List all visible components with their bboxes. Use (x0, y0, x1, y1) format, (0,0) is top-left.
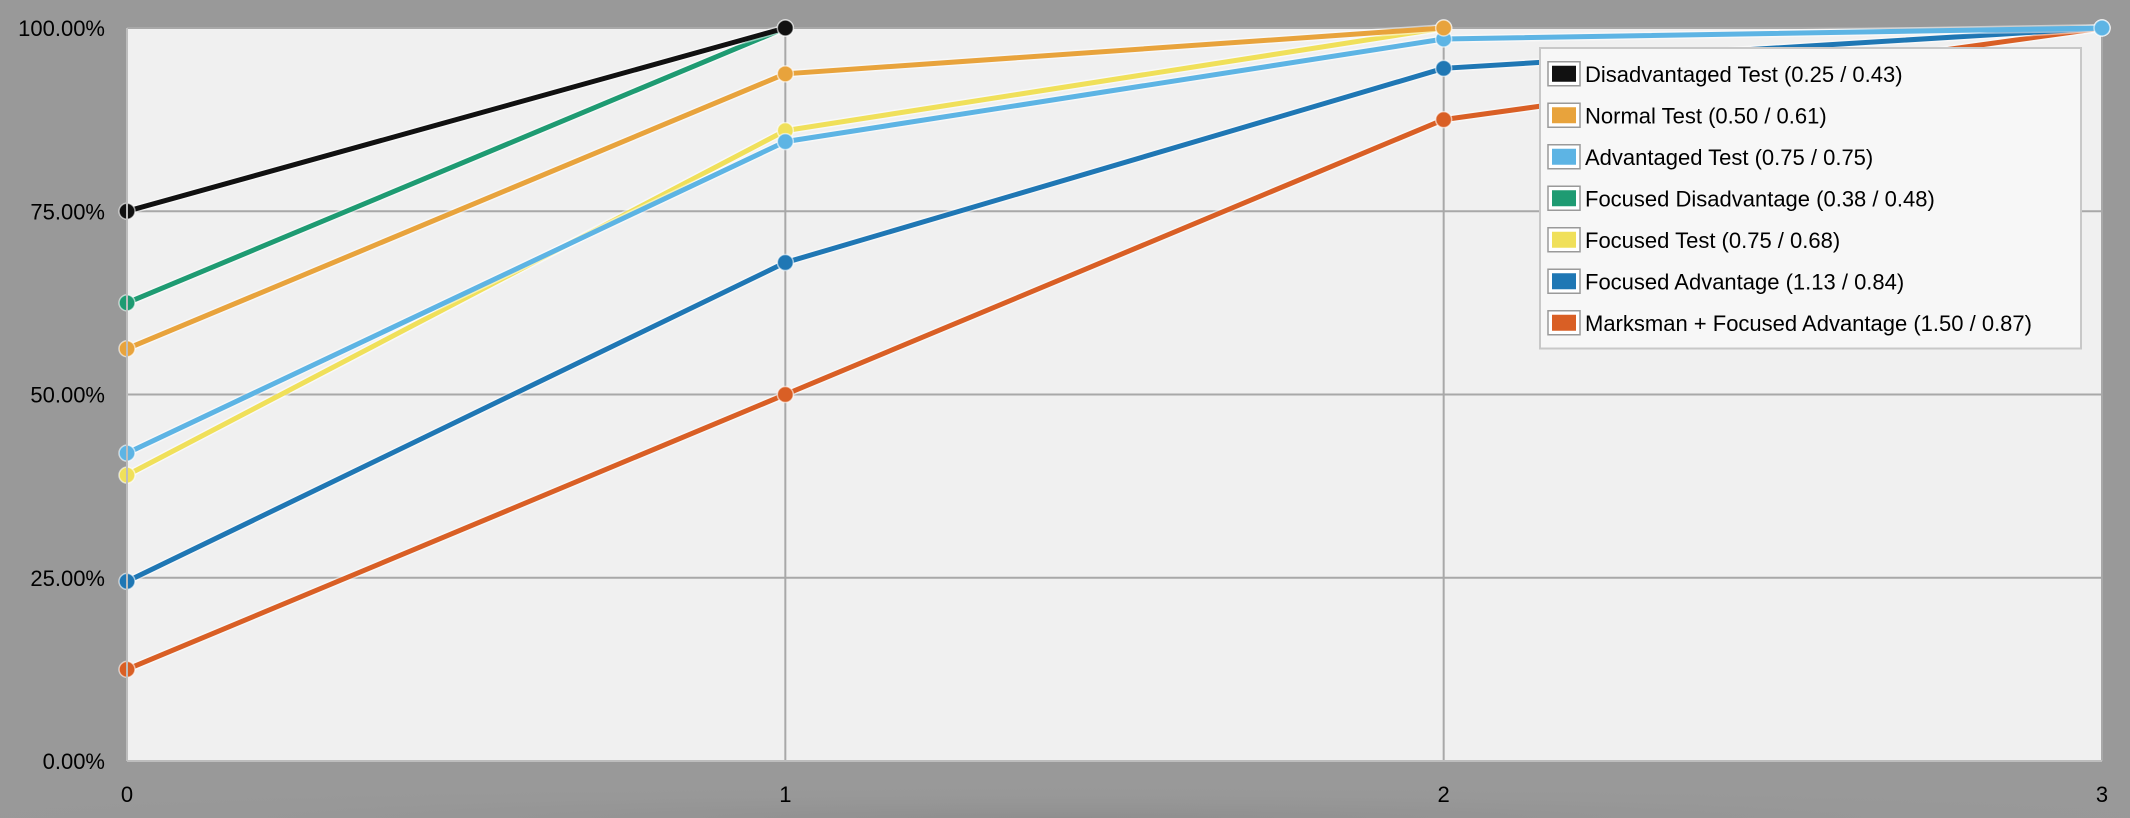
data-point (776, 65, 795, 83)
data-point (776, 253, 795, 272)
bottom-shadow (0, 760, 2130, 818)
series-3 (118, 19, 2111, 462)
legend-item: Advantaged Test (0.75 / 0.75) (1547, 144, 1873, 170)
series-line (125, 25, 2103, 456)
y-tick-label: 0.00% (43, 749, 105, 774)
legend-label: Normal Test (0.50 / 0.61) (1585, 103, 1827, 128)
legend-label: Focused Advantage (1.13 / 0.84) (1585, 269, 1904, 294)
series-2 (118, 19, 1453, 358)
series-layer (118, 19, 2111, 679)
axes: 0.00% 25.00% 50.00% 75.00% 100.00% 0 1 2 3 (18, 16, 2108, 807)
legend-label: Advantaged Test (0.75 / 0.75) (1585, 145, 1873, 170)
y-tick-label: 50.00% (30, 383, 105, 408)
y-tick-label: 100.00% (18, 16, 105, 41)
data-point (776, 385, 795, 404)
data-point (776, 132, 795, 151)
series-line (126, 25, 787, 306)
x-tick-label: 2 (1438, 782, 1450, 807)
series-1 (118, 19, 795, 220)
data-point (1434, 59, 1453, 78)
data-point (776, 19, 795, 37)
legend-label: Focused Disadvantage (0.38 / 0.48) (1585, 186, 1935, 211)
legend-label: Marksman + Focused Advantage (1.50 / 0.8… (1585, 311, 2032, 336)
x-tick-label: 0 (121, 782, 133, 807)
data-point (1434, 19, 1453, 37)
legend-swatch (1552, 273, 1576, 290)
legend-swatch (1552, 231, 1576, 248)
legend-swatch (1552, 314, 1576, 331)
y-tick-label: 75.00% (30, 199, 105, 224)
legend-swatch (1552, 190, 1576, 207)
x-tick-label: 1 (779, 782, 791, 807)
data-point (1434, 110, 1453, 129)
legend-item: Marksman + Focused Advantage (1.50 / 0.8… (1547, 310, 2032, 336)
legend-item: Normal Test (0.50 / 0.61) (1547, 102, 1827, 128)
legend-item: Focused Disadvantage (0.38 / 0.48) (1547, 185, 1935, 211)
data-point (2093, 19, 2111, 37)
series-line (126, 25, 787, 214)
legend-item: Disadvantaged Test (0.25 / 0.43) (1547, 61, 1903, 87)
y-tick-label: 25.00% (30, 566, 105, 591)
legend-label: Disadvantaged Test (0.25 / 0.43) (1585, 62, 1903, 87)
legend-item: Focused Advantage (1.13 / 0.84) (1547, 268, 1904, 294)
legend-swatch (1552, 65, 1576, 82)
legend: Disadvantaged Test (0.25 / 0.43) Normal T… (1539, 47, 2082, 350)
legend-swatch (1552, 148, 1576, 165)
legend-box (1539, 47, 2082, 350)
legend-label: Focused Test (0.75 / 0.68) (1585, 228, 1840, 253)
x-tick-label: 3 (2096, 782, 2108, 807)
legend-swatch (1552, 107, 1576, 124)
legend-item: Focused Test (0.75 / 0.68) (1547, 227, 1840, 253)
